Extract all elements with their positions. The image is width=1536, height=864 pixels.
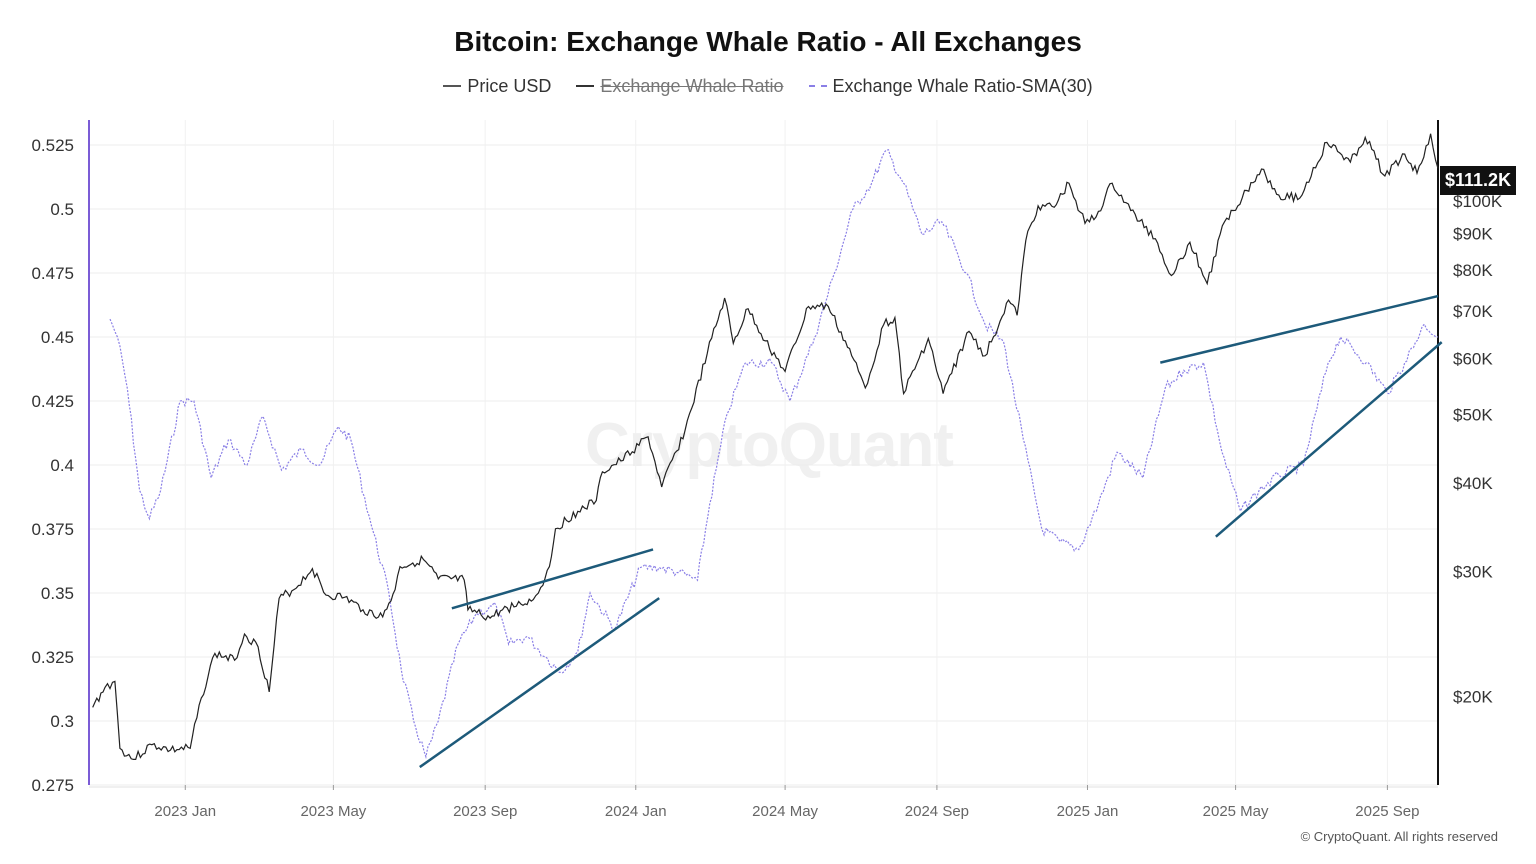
x-axis-tick-label: 2025 Jan <box>1057 803 1119 820</box>
x-axis-tick-label: 2024 May <box>752 803 818 820</box>
right-axis-tick-label: $100K <box>1453 192 1503 211</box>
left-axis-tick-label: 0.425 <box>31 392 74 411</box>
left-axis-tick-label: 0.4 <box>50 456 74 475</box>
left-axis-ticks: 0.525 0.5 0.475 0.45 0.425 0.4 0.375 0.35 0.325 0… <box>31 136 74 795</box>
right-axis-tick-label: $30K <box>1453 563 1493 582</box>
left-axis-tick-label: 0.275 <box>31 776 74 795</box>
right-axis-tick-label: $90K <box>1453 225 1493 244</box>
x-axis-tick-label: 2025 May <box>1203 803 1269 820</box>
legend-label-ratio: Exchange Whale Ratio <box>600 76 784 96</box>
left-axis-tick-label: 0.3 <box>50 712 74 731</box>
legend-item-sma[interactable]: Exchange Whale Ratio-SMA(30) <box>808 76 1093 97</box>
right-axis-tick-label: $60K <box>1453 349 1493 368</box>
x-axis-tick-label: 2025 Sep <box>1355 803 1419 820</box>
legend-swatch-price <box>443 85 462 88</box>
last-price-badge: $111.2K <box>1440 166 1517 195</box>
left-axis-tick-label: 0.5 <box>50 200 74 219</box>
right-axis-tick-label: $20K <box>1453 687 1493 706</box>
trendline-3 <box>1160 294 1439 364</box>
x-axis-tick-label: 2023 May <box>300 803 366 820</box>
x-axis-tick-label: 2023 Sep <box>453 803 517 820</box>
legend-label-price: Price USD <box>467 76 552 96</box>
axes <box>88 120 1439 788</box>
x-axis-ticks: 2023 Jan 2023 May 2023 Sep 2024 Jan 2024 May… <box>154 785 1420 820</box>
trendline-2 <box>419 597 660 769</box>
copyright-notice: © CryptoQuant. All rights reserved <box>1300 829 1498 844</box>
trendline-layer <box>419 294 1443 769</box>
left-axis-tick-label: 0.525 <box>31 136 74 155</box>
left-axis-tick-label: 0.45 <box>41 328 74 347</box>
right-axis-ticks: $100K $90K $80K $70K $60K $50K $40K $30K $20K <box>1453 192 1503 706</box>
right-axis-tick-label: $80K <box>1453 261 1493 280</box>
grid <box>89 120 1438 786</box>
legend-item-price[interactable]: Price USD <box>443 76 551 97</box>
x-axis-tick-label: 2024 Jan <box>605 803 667 820</box>
x-axis-tick-label: 2024 Sep <box>905 803 969 820</box>
series-layer <box>92 133 1439 760</box>
chart-legend: Price USD Exchange Whale Ratio Exchange … <box>0 76 1536 97</box>
legend-item-ratio[interactable]: Exchange Whale Ratio <box>576 76 784 97</box>
legend-swatch-sma <box>808 85 827 88</box>
left-axis-tick-label: 0.375 <box>31 520 74 539</box>
series-line-sma <box>109 149 1439 760</box>
x-axis-tick-label: 2023 Jan <box>154 803 216 820</box>
right-axis-tick-label: $40K <box>1453 474 1493 493</box>
left-axis-tick-label: 0.35 <box>41 584 74 603</box>
trendline-1 <box>451 548 654 610</box>
legend-label-sma: Exchange Whale Ratio-SMA(30) <box>832 76 1093 96</box>
series-line-price <box>92 133 1439 760</box>
right-axis-tick-label: $70K <box>1453 302 1493 321</box>
watermark: CryptoQuant <box>585 411 954 480</box>
left-axis-tick-label: 0.325 <box>31 648 74 667</box>
left-axis-tick-label: 0.475 <box>31 264 74 283</box>
legend-swatch-ratio <box>576 85 595 88</box>
trendline-4 <box>1215 341 1443 538</box>
chart-title: Bitcoin: Exchange Whale Ratio - All Exch… <box>454 26 1082 57</box>
right-axis-tick-label: $50K <box>1453 405 1493 424</box>
